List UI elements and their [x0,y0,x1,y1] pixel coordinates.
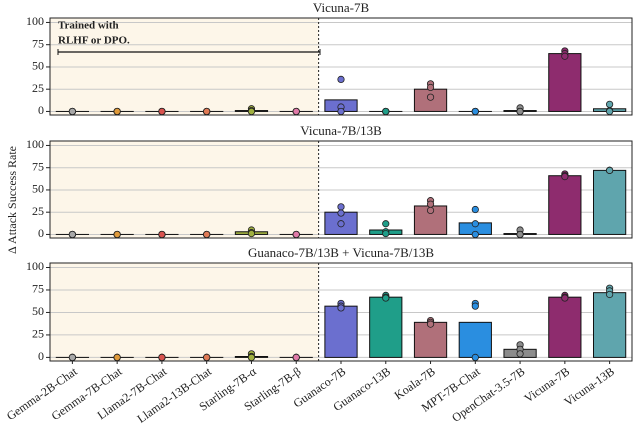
annotation: Trained with [58,20,119,32]
y-tick-label: 0 [38,226,44,240]
run-point [68,353,76,362]
run-point [561,294,569,302]
run-point [561,52,569,60]
plot-frame [49,140,633,239]
run-point [158,230,166,239]
bar [592,169,627,235]
x-tick-label: Llama2-13B-Chat [134,364,214,426]
run-point [292,107,300,116]
run-point [337,304,345,312]
run-point [203,353,211,362]
run-point [382,229,390,238]
run-point [382,220,390,228]
panel-title: Vicuna-7B/13B [300,123,382,138]
run-point [68,230,76,239]
run-point [247,353,256,362]
run-point [68,107,76,116]
run-point [471,107,479,116]
run-point [426,206,435,215]
bar [548,53,582,112]
y-tick-label: 75 [32,159,44,173]
run-point [426,320,435,328]
y-tick-label: 25 [32,327,44,341]
bar [369,296,403,358]
run-point [471,230,479,239]
run-point [247,107,256,116]
y-tick-label: 25 [32,204,44,218]
run-point [382,294,390,302]
run-point [158,107,166,116]
run-point [606,107,614,116]
bar [592,292,627,358]
run-point [471,220,479,228]
run-point [337,75,345,84]
annotation: RLHF or DPO. [58,35,130,47]
bar [548,175,582,235]
run-point [113,230,121,239]
y-tick-label: 100 [26,14,44,28]
y-tick-label: 50 [32,182,44,196]
y-tick-label: 50 [32,304,44,318]
y-tick-label: 50 [32,59,44,73]
run-point [516,107,524,116]
x-tick-label: Vicuna-13B [561,364,616,409]
run-point [471,205,479,214]
run-point [203,230,211,239]
run-point [561,172,569,181]
bar [458,321,492,358]
run-point [292,230,300,239]
run-point [606,100,614,108]
run-point [337,107,345,116]
run-point [337,209,345,217]
run-point [113,107,121,116]
panel-title: Vicuna-7B [313,0,370,15]
y-tick-label: 0 [38,103,44,117]
run-point [516,230,524,239]
y-tick-label: 100 [26,137,44,151]
run-point [203,107,211,116]
y-tick-label: 0 [38,349,44,363]
run-point [337,220,345,228]
run-point [113,353,121,362]
run-point [516,350,524,358]
y-tick-label: 75 [32,36,44,50]
run-point [471,353,479,362]
plot-frame [49,17,633,116]
run-point [426,83,435,92]
y-tick-label: 75 [32,282,44,296]
bar [548,296,582,358]
run-point [606,166,614,174]
run-point [337,203,345,211]
run-point [292,353,300,362]
run-point [247,229,256,238]
panel-title: Guanaco-7B/13B + Vicuna-7B/13B [248,245,434,260]
bar [413,321,448,358]
run-point [471,302,479,310]
run-point [606,290,614,299]
y-tick-label: 25 [32,81,44,95]
bar [324,305,358,358]
y-tick-label: 100 [26,259,44,273]
run-point [158,353,166,362]
y-axis-label: Δ Attack Success Rate [5,146,19,254]
run-point [426,200,435,208]
run-point [426,93,435,101]
run-point [382,107,390,116]
